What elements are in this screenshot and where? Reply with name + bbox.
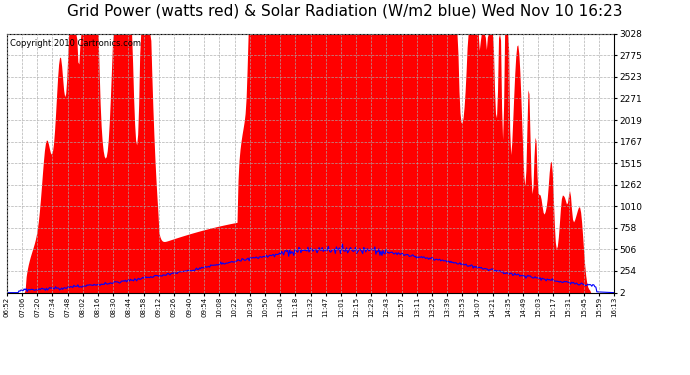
Text: Copyright 2010 Cartronics.com: Copyright 2010 Cartronics.com — [10, 39, 141, 48]
Text: Grid Power (watts red) & Solar Radiation (W/m2 blue) Wed Nov 10 16:23: Grid Power (watts red) & Solar Radiation… — [67, 4, 623, 19]
